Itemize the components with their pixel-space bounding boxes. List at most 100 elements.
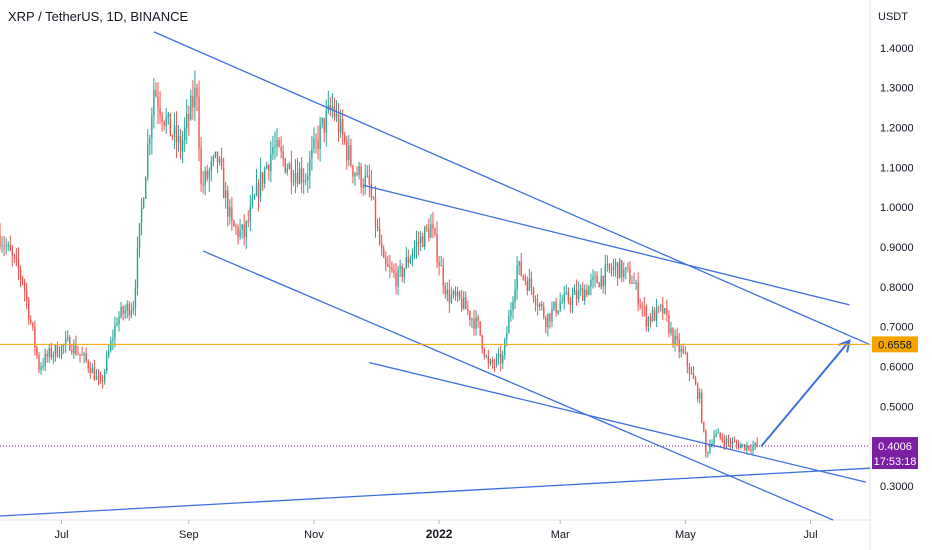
candle-body-207 xyxy=(424,227,426,247)
candle-body-50 xyxy=(101,380,104,382)
candle-body-85 xyxy=(173,125,176,137)
candle-body-297 xyxy=(608,264,611,270)
candle-body-57 xyxy=(116,323,118,326)
candle-body-33 xyxy=(67,337,69,340)
candle-body-151 xyxy=(309,158,311,176)
candle-body-176 xyxy=(360,166,362,188)
candle-body-150 xyxy=(307,175,309,181)
candle-body-26 xyxy=(52,354,55,358)
candle-body-142 xyxy=(290,163,293,182)
candle-body-316 xyxy=(647,317,650,327)
candle-body-31 xyxy=(62,344,65,346)
candle-body-199 xyxy=(407,257,410,264)
candle-body-346 xyxy=(709,445,711,453)
candle-body-311 xyxy=(637,282,639,305)
candle-body-171 xyxy=(350,145,352,166)
trendline-3[interactable] xyxy=(369,361,867,483)
candle-body-99 xyxy=(202,183,204,186)
candle-body-322 xyxy=(660,305,662,307)
candle-body-126 xyxy=(257,183,260,198)
candle-body-240 xyxy=(491,360,494,364)
candle-body-330 xyxy=(676,335,678,340)
candle-body-53 xyxy=(108,350,110,356)
candle-body-46 xyxy=(93,367,96,380)
candle-body-246 xyxy=(504,339,506,356)
candle-body-133 xyxy=(272,147,274,154)
x-tick-label-3: 2022 xyxy=(426,527,453,541)
candle-body-362 xyxy=(742,444,744,446)
candle-body-363 xyxy=(744,444,746,451)
candle-body-315 xyxy=(645,307,648,327)
candle-body-367 xyxy=(752,445,754,451)
candle-body-84 xyxy=(171,136,174,138)
candle-body-328 xyxy=(672,328,674,345)
candle-body-162 xyxy=(331,106,334,110)
candle-body-295 xyxy=(604,265,607,286)
candle-body-117 xyxy=(239,229,241,237)
candle-body-96 xyxy=(196,87,198,97)
trendline-2[interactable] xyxy=(363,184,850,306)
candle-body-216 xyxy=(442,265,444,286)
candle-body-364 xyxy=(746,445,748,451)
candle-body-206 xyxy=(421,236,424,247)
candle-body-263 xyxy=(538,304,541,307)
candle-body-235 xyxy=(481,335,483,350)
candle-body-268 xyxy=(549,313,551,322)
candle-body-185 xyxy=(378,227,381,244)
candle-body-80 xyxy=(163,121,165,126)
candle-body-183 xyxy=(374,198,377,226)
candle-body-138 xyxy=(282,151,284,159)
candle-body-108 xyxy=(220,158,223,168)
price-axis-unit: USDT xyxy=(878,11,908,23)
candle-body-331 xyxy=(678,339,680,352)
candle-body-276 xyxy=(565,292,568,294)
x-tick-label-2: Nov xyxy=(304,529,324,541)
candle-body-88 xyxy=(179,135,182,152)
candle-body-339 xyxy=(694,379,697,385)
candle-body-16 xyxy=(32,322,34,328)
candle-body-169 xyxy=(346,141,348,160)
candle-body-98 xyxy=(200,148,202,184)
trendline-0[interactable] xyxy=(153,31,871,346)
candle-body-39 xyxy=(79,354,81,356)
candle-body-228 xyxy=(467,309,469,312)
candle-body-93 xyxy=(190,95,192,120)
trendline-group[interactable] xyxy=(0,31,871,521)
candle-body-120 xyxy=(245,221,247,238)
candle-body-43 xyxy=(87,360,89,369)
candle-body-139 xyxy=(284,158,286,173)
time-axis[interactable]: Jul Sep Nov 2022 Mar May Jul xyxy=(55,520,818,541)
candle-body-156 xyxy=(319,124,321,149)
symbol-title: XRP / TetherUS, 1D, BINANCE xyxy=(8,9,189,24)
candle-body-67 xyxy=(136,247,139,289)
candle-body-294 xyxy=(602,275,604,286)
candle-body-231 xyxy=(473,318,475,329)
candle-body-187 xyxy=(383,249,385,258)
candle-body-167 xyxy=(341,119,344,135)
candle-body-164 xyxy=(335,113,338,117)
candle-body-55 xyxy=(112,338,114,341)
candle-body-338 xyxy=(692,372,695,380)
candle-body-0 xyxy=(0,235,1,247)
candle-body-147 xyxy=(300,168,303,182)
candle-body-4 xyxy=(7,244,9,247)
candle-body-312 xyxy=(639,304,641,307)
candle-body-243 xyxy=(497,353,500,357)
candle-body-163 xyxy=(333,106,336,117)
projection-arrow-shaft[interactable] xyxy=(760,340,851,447)
candle-body-352 xyxy=(721,437,723,441)
candle-body-12 xyxy=(23,282,26,292)
candle-body-220 xyxy=(450,294,453,303)
candle-body-68 xyxy=(138,223,141,248)
trendline-1[interactable] xyxy=(202,250,834,521)
candle-body-152 xyxy=(311,148,313,159)
candle-body-335 xyxy=(686,352,689,367)
candle-body-101 xyxy=(206,170,208,179)
candle-body-71 xyxy=(144,177,147,199)
candle-body-14 xyxy=(28,299,30,320)
trendline-4[interactable] xyxy=(0,467,871,517)
candle-body-218 xyxy=(446,289,449,295)
candle-body-113 xyxy=(231,206,233,221)
candle-body-180 xyxy=(368,175,371,185)
